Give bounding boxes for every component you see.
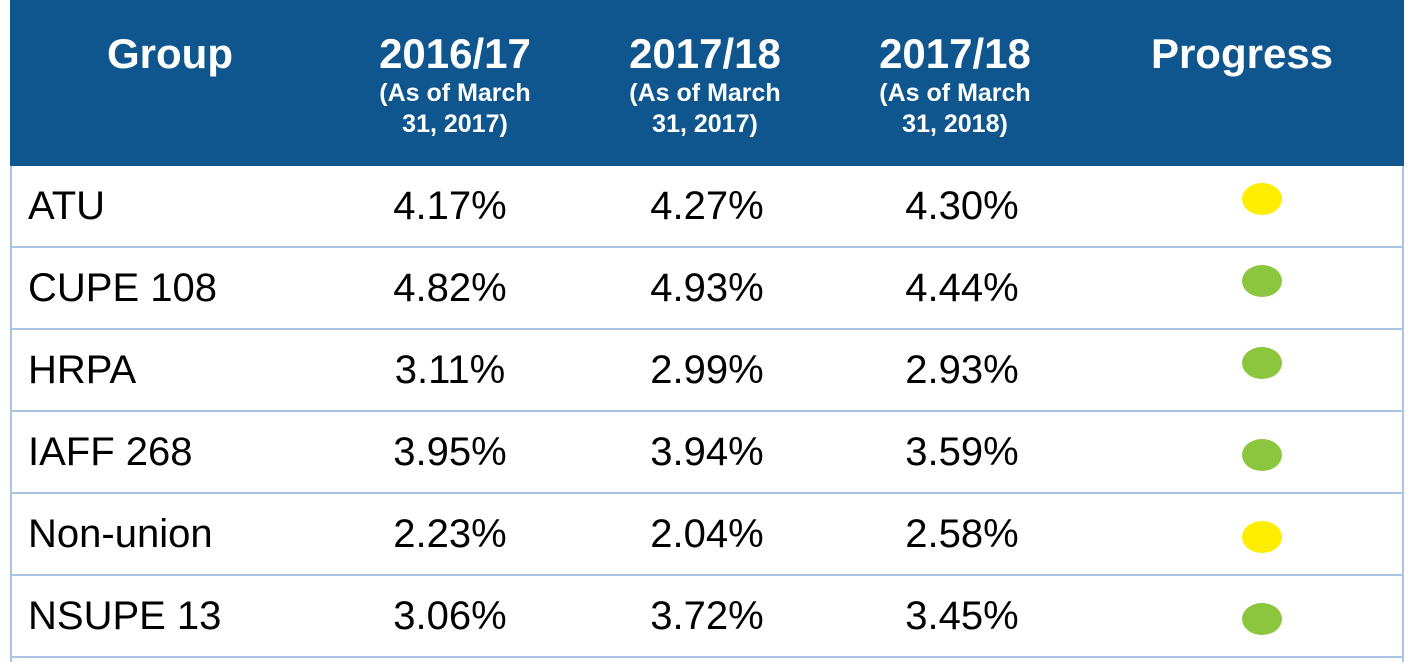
header-title: 2016/17 [379,30,531,77]
table-row: NSUPE 13 3.06% 3.72% 3.45% [10,576,1404,658]
value-cell: 4.27% [650,184,764,228]
value-cell: 2.93% [905,348,1019,392]
header-row: Group 2016/17 (As of March 31, 2017) 2017/18… [10,0,1404,166]
table: Group 2016/17 (As of March 31, 2017) 2017/18… [10,0,1404,662]
value-cell: 2.04% [650,512,764,556]
header-cell: Group [10,0,330,166]
border [1402,166,1404,662]
progress-dot [1242,439,1282,471]
value-cell: 2.23% [393,512,507,556]
value-cell: 2.58% [905,512,1019,556]
header-subtitle: (As of March [379,79,531,107]
table-row: IAFF 268 3.95% 3.94% 3.59% [10,412,1404,494]
progress-indicator [1242,603,1282,635]
value-cell: 4.30% [905,184,1019,228]
value-cell: 3.11% [394,348,506,392]
progress-dot [1242,347,1282,379]
progress-indicator [1242,347,1282,379]
header-cell: Progress [1080,0,1404,166]
value-cell: 4.93% [650,266,764,310]
header-subtitle: (As of March [879,79,1031,107]
progress-indicator [1242,439,1282,471]
value-cell: 3.94% [650,430,764,474]
border [10,166,12,662]
group-cell: HRPA [28,348,137,392]
header-subtitle: 31, 2017) [652,110,758,138]
value-cell: 4.17% [393,184,507,228]
header-cell: 2016/17 (As of March 31, 2017) [330,0,580,166]
progress-indicator [1242,265,1282,297]
value-cell: 3.06% [393,594,507,638]
value-cell: 3.95% [393,430,507,474]
progress-indicator [1242,521,1282,553]
group-cell: ATU [28,184,106,228]
value-cell: 3.72% [650,594,764,638]
table-row: Non-union 2.23% 2.04% 2.58% [10,494,1404,576]
table-row: ATU 4.17% 4.27% 4.30% [10,166,1404,248]
table-row: HRPA 3.11% 2.99% 2.93% [10,330,1404,412]
value-cell: 4.82% [393,266,507,310]
progress-dot [1242,521,1282,553]
group-cell: NSUPE 13 [28,594,222,638]
header-subtitle: 31, 2017) [402,110,508,138]
value-cell: 2.99% [650,348,764,392]
group-cell: Non-union [28,512,213,556]
header-title: 2017/18 [879,30,1031,77]
progress-indicator [1242,183,1282,215]
header-cell: 2017/18 (As of March 31, 2018) [830,0,1080,166]
value-cell: 4.44% [905,266,1019,310]
value-cell: 3.59% [905,430,1019,474]
table-row: CUPE 108 4.82% 4.93% 4.44% [10,248,1404,330]
group-cell: CUPE 108 [28,266,217,310]
progress-dot [1242,183,1282,215]
progress-dot [1242,603,1282,635]
header-subtitle: (As of March [629,79,781,107]
header-subtitle: 31, 2018) [902,110,1008,138]
header-title: Group [107,30,233,77]
header-cell: 2017/18 (As of March 31, 2017) [580,0,830,166]
value-cell: 3.45% [905,594,1019,638]
header-title: 2017/18 [629,30,781,77]
group-cell: IAFF 268 [28,430,193,474]
header-title: Progress [1150,30,1334,77]
progress-dot [1242,265,1282,297]
